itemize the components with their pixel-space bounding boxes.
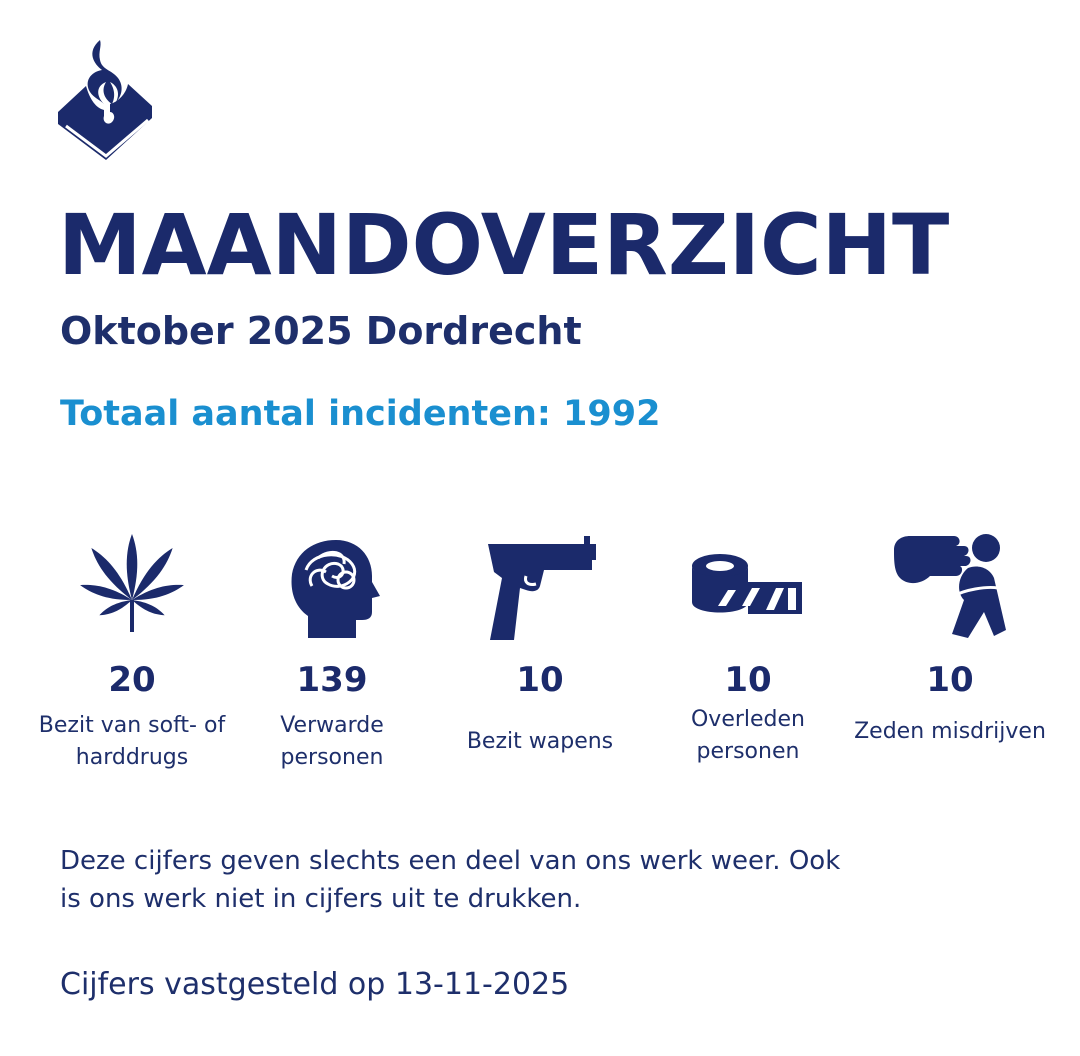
stat-label: Overleden personen <box>690 707 805 764</box>
stat-label: Bezit wapens <box>466 729 614 754</box>
stat-confused-persons: 139 Verwarde personen <box>222 530 442 770</box>
date-established: Cijfers vastgesteld op 13-11-2025 <box>60 967 570 1002</box>
stat-label: Verwarde personen <box>280 713 384 770</box>
confused-head-icon <box>291 540 380 638</box>
stat-label: Zeden misdrijven <box>854 719 1046 744</box>
disclaimer-text: Deze cijfers geven slechts een deel van … <box>60 846 841 914</box>
pistol-icon <box>488 536 596 640</box>
barrier-tape-icon <box>692 554 802 614</box>
stat-value: 139 <box>296 660 368 700</box>
page-subtitle: Oktober 2025 Dordrecht <box>60 309 582 353</box>
stat-value: 10 <box>516 660 564 700</box>
stat-label: Bezit van soft- of harddrugs <box>38 713 226 770</box>
cannabis-leaf-icon <box>80 534 184 632</box>
stat-value: 10 <box>926 660 974 700</box>
sexual-offense-icon <box>894 534 1006 638</box>
stat-weapons: 10 Bezit wapens <box>430 530 650 754</box>
police-flame-logo-icon <box>58 40 152 160</box>
stat-value: 10 <box>724 660 772 700</box>
page-title: MAANDOVERZICHT <box>58 196 950 294</box>
stat-drugs: 20 Bezit van soft- of harddrugs <box>22 530 242 770</box>
total-incidents: Totaal aantal incidenten: 1992 <box>60 394 661 434</box>
stat-value: 20 <box>108 660 156 700</box>
stat-sexual-offenses: 10 Zeden misdrijven <box>840 530 1060 744</box>
stat-deceased-persons: 10 Overleden personen <box>638 530 858 764</box>
